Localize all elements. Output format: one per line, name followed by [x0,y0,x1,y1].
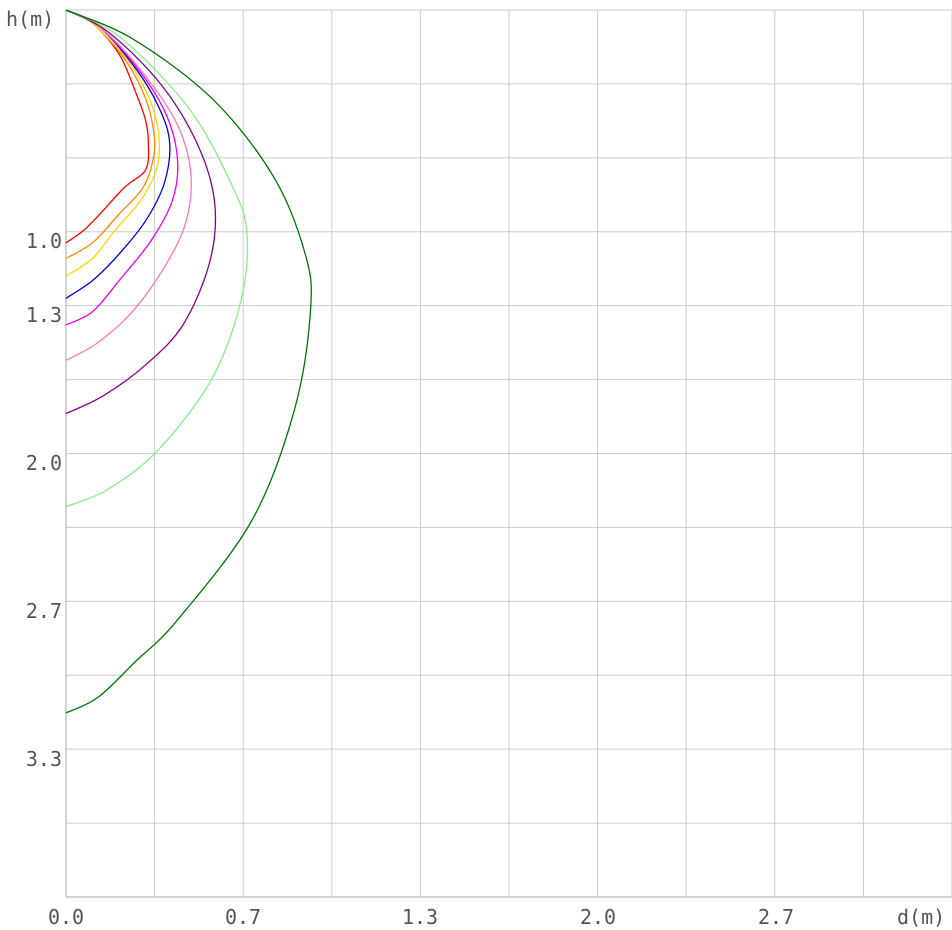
x-tick-label: 2.0 [580,905,616,929]
y-tick-label: 3.3 [26,747,62,771]
series-line-5 [65,9,179,326]
grid-lines [66,9,952,898]
y-tick-label: 1.3 [26,303,62,327]
series-line-1 [65,9,150,244]
series-line-8 [65,9,249,508]
y-tick-label: 2.7 [26,599,62,623]
series-line-9 [65,9,312,714]
x-axis-label: d(m) [897,905,945,929]
series-line-7 [65,9,217,415]
series-line-4 [65,9,171,299]
series-line-6 [65,9,192,361]
tick-labels: 0.0 0.7 1.3 2.0 2.7 1.0 1.3 2.0 2.7 3.3 [26,229,794,929]
series-line-3 [65,9,161,277]
axes [65,10,952,898]
series-group [65,9,312,714]
y-tick-label: 2.0 [26,451,62,475]
y-tick-label: 1.0 [26,229,62,253]
x-tick-label: 0.0 [48,905,84,929]
x-tick-label: 0.7 [225,905,261,929]
x-tick-label: 1.3 [402,905,438,929]
x-tick-label: 2.7 [758,905,794,929]
series-line-2 [65,9,156,259]
y-axis-label: h(m) [6,7,54,31]
